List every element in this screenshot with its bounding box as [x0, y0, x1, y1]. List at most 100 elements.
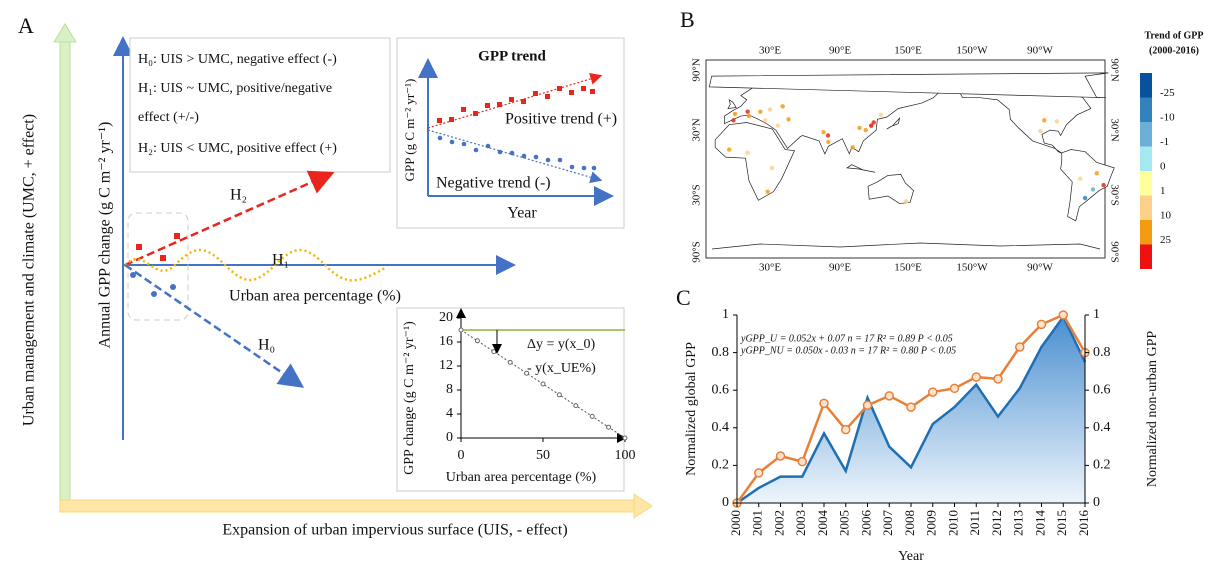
negative-label: Negative trend (-) [436, 175, 551, 192]
legend-label: -25 [1160, 87, 1175, 99]
trend-speckle [821, 130, 826, 135]
data-point [606, 424, 612, 430]
lon-label: 90°E [829, 262, 851, 274]
x-tick-label: 2006 [858, 510, 873, 537]
trend-speckle [1054, 119, 1060, 124]
y-tick-label: 0.8 [712, 345, 730, 360]
lat-label: 90°S [1108, 241, 1120, 263]
y-tick-label: 0 [446, 430, 453, 445]
lon-label: 150°W [956, 45, 988, 57]
marker [993, 374, 1003, 384]
y-axis-label: Normalized global GPP [684, 342, 699, 476]
y-tick-label: 1 [722, 307, 729, 322]
data-point [540, 381, 546, 387]
x-tick-label: 2013 [1011, 510, 1026, 536]
line-chart: 0 0.2 0.4 0.6 0.8 1 0 0.2 0.4 0.6 0.8 1 2000 2001 2002… [684, 307, 1160, 564]
trend-speckle [745, 150, 750, 155]
hypothesis: H₀: UIS > UMC, negative effect (-) [138, 52, 337, 67]
x-tick-label: 2007 [880, 510, 895, 537]
trend-speckle [767, 107, 773, 112]
marker [971, 372, 981, 382]
y2-tick-label: 1 [1093, 307, 1100, 322]
x-tick-label: 2004 [815, 510, 830, 537]
y-tick-label: 16 [439, 334, 453, 349]
data-point [458, 327, 464, 333]
outer-y-label: Urban management and climate (UMC, + eff… [21, 114, 38, 426]
legend-swatch [1140, 73, 1152, 98]
legend-swatch [1140, 122, 1152, 147]
land [714, 122, 796, 201]
trend-x-label: Year [507, 205, 537, 222]
lon-label: 150°W [956, 262, 988, 274]
trend-speckle [765, 189, 770, 194]
data-point [589, 413, 595, 419]
marker [906, 402, 916, 412]
trend-speckle [780, 104, 785, 109]
x-tick-label: 2016 [1076, 510, 1091, 537]
y2-tick-label: 0.8 [1093, 345, 1111, 360]
marker [949, 383, 960, 394]
trend-speckle [869, 123, 874, 128]
panel-label: B [680, 7, 695, 32]
equation: yGPP_U = 0.052x + 0.07 n = 17 R² = 0.89 … [740, 333, 953, 344]
lon-label: 90°W [1027, 45, 1053, 57]
marker [1058, 310, 1068, 320]
x-tick-label: 2005 [837, 510, 852, 536]
trend-title: GPP trend [478, 48, 546, 64]
legend-swatch [1140, 244, 1152, 269]
y-tick-label: 0.2 [712, 458, 730, 473]
legend-swatch [1140, 220, 1152, 245]
annotation: - y(x_UE%) [527, 361, 596, 376]
marker [819, 398, 829, 409]
trend-speckle [762, 118, 768, 123]
land [727, 99, 737, 109]
data-point [573, 403, 579, 409]
outer-x-label: Expansion of urban impervious surface (U… [222, 522, 567, 539]
uis-arrow [59, 499, 636, 513]
map: 30°E 30°E 90°E 90°E 150°E 150°E 150°W 150°W 90°W… [691, 30, 1204, 273]
trend-speckle [758, 109, 763, 114]
trend-speckle [1082, 195, 1088, 201]
sample-points [136, 233, 180, 261]
trend-y-label: GPP (g C m⁻² yr⁻¹) [402, 79, 417, 182]
hypothesis-box [129, 37, 391, 173]
legend-label: 10 [1160, 210, 1172, 222]
x-tick-label: 2008 [902, 510, 917, 536]
marker [884, 391, 894, 401]
data-point [622, 435, 628, 441]
x-tick-label: 2014 [1032, 510, 1047, 537]
equation: yGPP_NU = 0.050x - 0.03 n = 17 R² = 0.80… [740, 345, 956, 356]
x-tick-label: 0 [458, 448, 465, 463]
trend-points [437, 86, 595, 123]
legend-label: 0 [1160, 161, 1166, 173]
x-tick-label: 100 [615, 448, 636, 463]
trend-box [396, 37, 625, 229]
zoom-box [127, 212, 189, 321]
panel-label: A [18, 13, 34, 38]
legend-swatch [1140, 97, 1152, 122]
legend-label: -1 [1160, 136, 1169, 148]
y-tick-label: 0.4 [712, 420, 730, 435]
lon-label: 30°E [759, 262, 781, 274]
y2-axis-label: Normalized non-urban GPP [1145, 331, 1160, 488]
trend-speckle [1042, 118, 1047, 123]
land [886, 117, 901, 130]
series-line [736, 314, 1087, 505]
inset-chart: 0 4 8 12 16 20 0 50 100 Urban area percentage (%)… [402, 308, 636, 485]
land [708, 72, 1109, 99]
legend-swatch [1140, 171, 1152, 196]
x-axis-label: Year [898, 549, 924, 564]
h2-arrow [124, 170, 335, 267]
trend-speckle [871, 120, 876, 125]
umc-arrow [59, 39, 71, 503]
x-tick-label: 2012 [989, 510, 1004, 536]
y-tick-label: 12 [439, 358, 453, 373]
legend-swatch [1140, 195, 1152, 220]
land [846, 164, 876, 173]
land [1060, 149, 1115, 222]
x-tick-label: 2010 [945, 510, 960, 536]
lon-label: 30°E [759, 45, 781, 57]
x-tick-label: 2009 [924, 510, 939, 536]
y2-tick-label: 0.6 [1093, 382, 1111, 397]
